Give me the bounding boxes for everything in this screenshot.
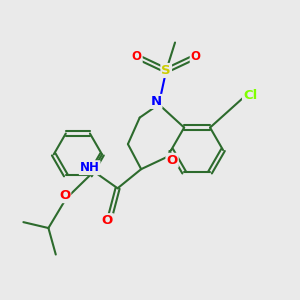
Text: S: S (161, 64, 171, 77)
Text: N: N (150, 95, 161, 108)
Text: O: O (167, 154, 178, 167)
Text: Cl: Cl (243, 89, 257, 102)
Text: O: O (59, 189, 70, 202)
Text: O: O (190, 50, 201, 63)
Text: O: O (102, 214, 113, 227)
Text: NH: NH (80, 161, 100, 174)
Text: O: O (132, 50, 142, 63)
